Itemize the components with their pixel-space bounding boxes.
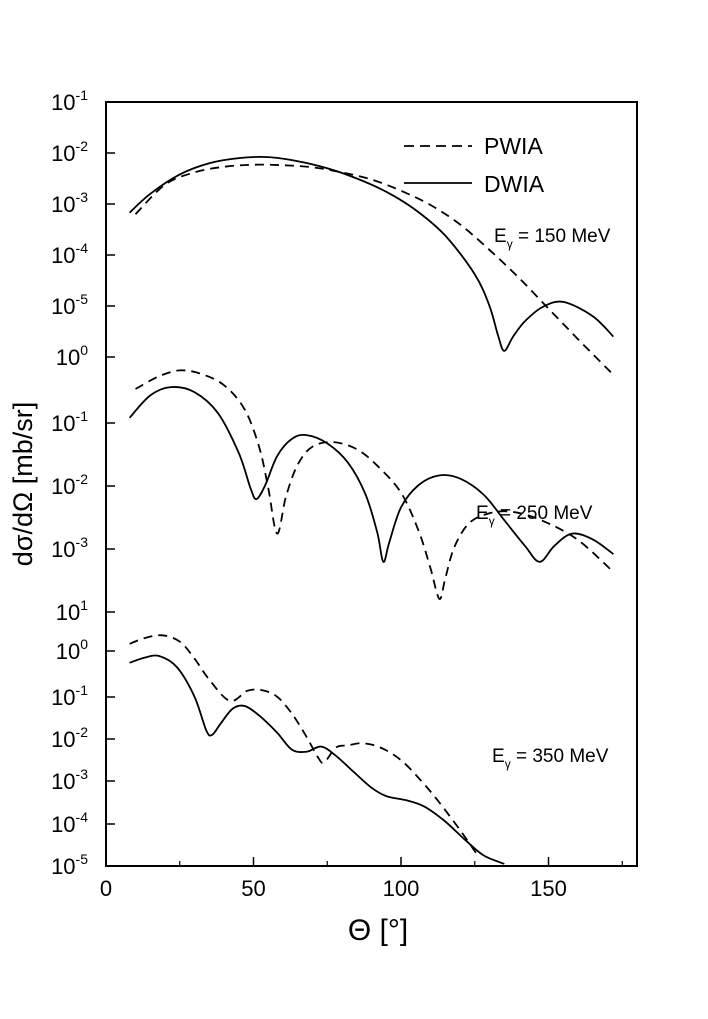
curve-pwia-panel-1 [134,163,615,376]
y-tick-label: 10-1 [51,682,88,710]
panel-label-1: Eγ = 150 MeV [494,226,611,251]
curve-pwia-panel-3 [129,634,479,856]
y-tick-label: 10-2 [51,138,88,166]
y-tick-label: 100 [56,342,88,370]
y-tick-label: 10-2 [51,471,88,499]
y-tick-label: 10-1 [51,87,88,115]
y-tick-label: 100 [56,636,88,664]
y-tick-label: 10-4 [51,809,88,837]
legend: PWIA DWIA [404,133,545,197]
y-tick-label: 10-5 [51,291,88,319]
y-axis-ticks: 10-1 10-2 10-3 10-4 10-5 100 10-1 10-2 10-3 101 10… [51,87,115,879]
y-tick-label: 10-4 [51,240,88,268]
y-tick-label: 10-1 [51,408,88,436]
y-tick-label: 10-5 [51,851,88,879]
y-tick-label: 101 [56,597,88,625]
x-axis-ticks: 0 50 100 150 [100,857,623,901]
legend-label-pwia: PWIA [484,133,543,159]
curve-pwia-panel-2 [135,369,615,600]
legend-label-dwia: DWIA [484,171,545,197]
panel-label-3: Eγ = 350 MeV [492,746,609,771]
panel-labels: Eγ = 150 MeV Eγ = 250 MeV Eγ = 350 MeV [476,226,611,771]
x-tick-label: 0 [100,876,112,901]
y-tick-label: 10-2 [51,724,88,752]
y-tick-label: 10-3 [51,534,88,562]
panel-label-2: Eγ = 250 MeV [476,503,593,528]
x-tick-label: 100 [383,876,420,901]
curves [128,156,615,865]
curve-dwia-panel-3 [129,654,505,865]
x-axis-label: Θ [°] [348,914,408,947]
curve-dwia-panel-2 [128,386,614,563]
y-tick-label: 10-3 [51,766,88,794]
x-tick-label: 50 [241,876,265,901]
x-tick-label: 150 [530,876,567,901]
y-axis-label: dσ/dΩ [mb/sr] [8,402,38,566]
y-tick-label: 10-3 [51,189,88,217]
curve-dwia-panel-1 [128,156,615,352]
plot-frame [105,101,638,867]
